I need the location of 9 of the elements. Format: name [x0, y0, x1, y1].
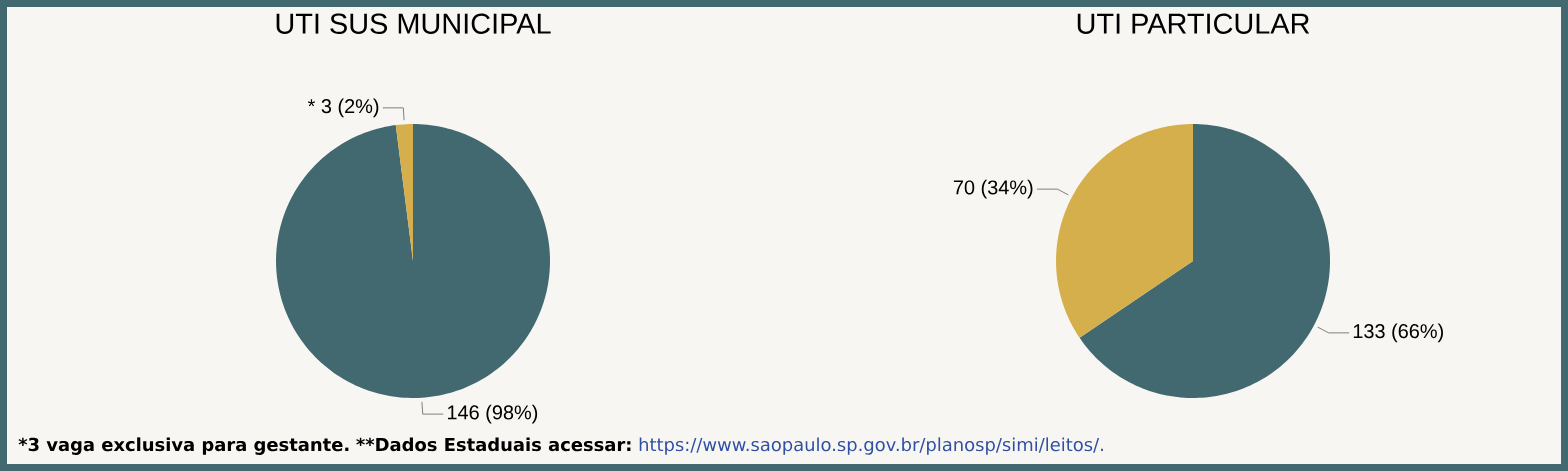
data-label: 133 (66%)	[1353, 323, 1443, 343]
data-label: 70 (34%)	[953, 179, 1033, 199]
text: *3 vaga exclusiva para gestante.	[18, 437, 349, 455]
text: https://www.saopaulo.sp.gov.br/planosp/simi/leitos/.	[639, 437, 1103, 455]
chart-title: UTI SUS MUNICIPAL	[276, 13, 551, 34]
data-label: 146 (98%)	[447, 404, 538, 424]
text: **Dados Estaduais acessar:	[356, 437, 631, 452]
chart-title: UTI PARTICULAR	[1077, 13, 1310, 34]
data-label: * 3 (2%)	[307, 98, 379, 118]
